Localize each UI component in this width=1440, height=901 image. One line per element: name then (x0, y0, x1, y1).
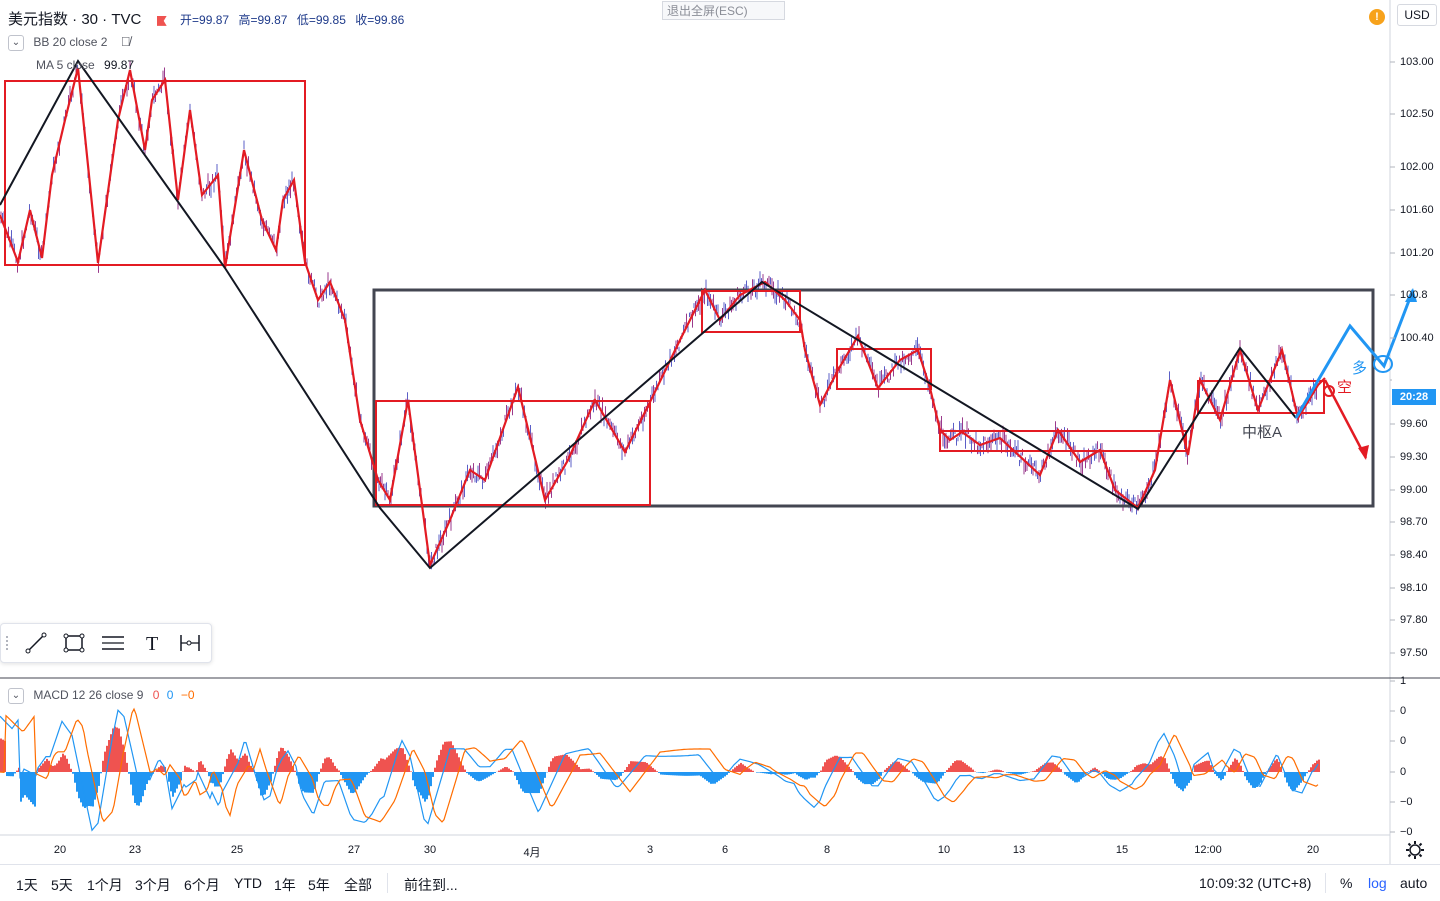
svg-text:T: T (146, 633, 158, 655)
time-axis-label: 4月 (523, 844, 540, 860)
range-ytd-button[interactable]: YTD (234, 875, 262, 891)
divider (387, 873, 388, 893)
settings-gear-icon[interactable] (1405, 840, 1425, 860)
bottom-toolbar: 1天 5天 1个月 3个月 6个月 YTD 1年 5年 全部 前往到... 10… (0, 864, 1440, 901)
macd-axis-label: 0 (1400, 735, 1406, 747)
red-zigzag-line (0, 68, 1325, 565)
price-axis-label: 101.60 (1400, 204, 1434, 216)
price-axis-label: 97.50 (1400, 647, 1428, 659)
time-axis-label: 6 (722, 844, 728, 856)
flag-icon (157, 16, 167, 26)
zhongshu-box-1 (5, 81, 305, 265)
current-price-gap (1392, 373, 1436, 389)
drag-handle-icon[interactable] (6, 636, 12, 650)
auto-toggle[interactable]: auto (1400, 875, 1427, 891)
range-5y-button[interactable]: 5年 (308, 875, 330, 895)
exit-fullscreen-button[interactable]: 退出全屏(ESC) (662, 1, 785, 20)
macd-axis-label: −0 (1400, 796, 1413, 808)
macd-axis-label: 1 (1400, 675, 1406, 687)
range-5d-button[interactable]: 5天 (51, 875, 73, 895)
price-axis-label: 99.60 (1400, 418, 1428, 430)
range-all-button[interactable]: 全部 (344, 875, 372, 895)
time-axis-label: 23 (129, 844, 141, 856)
range-1y-button[interactable]: 1年 (274, 875, 296, 895)
hidden-eye-icon[interactable]: 👁̸ (121, 34, 131, 49)
macd-axis-label: −0 (1400, 826, 1413, 838)
price-axis-label: 99.00 (1400, 484, 1428, 496)
parallel-channel-icon[interactable] (96, 627, 130, 659)
bb-legend[interactable]: ⌄ BB 20 close 2 👁̸ (8, 34, 130, 51)
zhongshu-label: 中枢A (1242, 421, 1282, 442)
signal-line (0, 709, 1318, 822)
macd-histogram (0, 727, 1320, 808)
rectangle-icon[interactable] (57, 627, 91, 659)
long-label: 多 (1352, 357, 1367, 378)
log-toggle[interactable]: log (1368, 875, 1387, 891)
ma-value: 99.87 (104, 58, 134, 72)
text-icon[interactable]: T (135, 627, 169, 659)
goto-date-button[interactable]: 前往到... (404, 875, 458, 895)
range-6m-button[interactable]: 6个月 (184, 875, 220, 895)
symbol-legend: 美元指数 · 30 · TVC 开=99.87 高=99.87 低=99.85 … (8, 8, 404, 29)
alert-icon[interactable]: ! (1369, 9, 1385, 25)
range-3m-button[interactable]: 3个月 (135, 875, 171, 895)
current-time-tag: 20:28 (1392, 389, 1436, 405)
range-1d-button[interactable]: 1天 (16, 875, 38, 895)
collapse-macd-icon[interactable]: ⌄ (8, 688, 24, 704)
macd-legend[interactable]: ⌄ MACD 12 26 close 9 0 0 −0 (8, 688, 195, 704)
price-axis-label: 97.80 (1400, 614, 1428, 626)
ma-label: MA 5 close (36, 58, 95, 72)
macd-value-1: 0 (153, 688, 160, 702)
zhongshu-box-2 (376, 401, 650, 505)
time-axis-label: 25 (231, 844, 243, 856)
time-axis-label: 30 (424, 844, 436, 856)
price-axis-label: 102.50 (1400, 108, 1434, 120)
symbol-title[interactable]: 美元指数 · 30 · TVC (8, 11, 141, 28)
high-value: 高=99.87 (238, 13, 287, 27)
percent-toggle[interactable]: % (1340, 875, 1352, 891)
price-axis-label: 103.00 (1400, 56, 1434, 68)
macd-value-2: 0 (167, 688, 174, 702)
close-value: 收=99.86 (355, 13, 404, 27)
price-axis-label: 100.8 (1400, 289, 1428, 301)
divider (1325, 873, 1326, 893)
trend-line-icon[interactable] (19, 627, 53, 659)
currency-button[interactable]: USD (1397, 4, 1437, 26)
measure-icon[interactable] (173, 627, 207, 659)
time-axis-label: 15 (1116, 844, 1128, 856)
price-axis-label: 102.00 (1400, 161, 1434, 173)
macd-axis-label: 0 (1400, 705, 1406, 717)
macd-axis-label: 0 (1400, 766, 1406, 778)
macd-label: MACD 12 26 close 9 (33, 688, 143, 702)
low-value: 低=99.85 (297, 13, 346, 27)
price-axis-label: 100.40 (1400, 332, 1434, 344)
time-axis-label: 13 (1013, 844, 1025, 856)
time-axis-label: 20 (54, 844, 66, 856)
price-axis-label: 99.30 (1400, 451, 1428, 463)
open-value: 开=99.87 (180, 13, 229, 27)
short-label: 空 (1337, 376, 1352, 397)
range-1m-button[interactable]: 1个月 (87, 875, 123, 895)
price-axis-label: 98.40 (1400, 549, 1428, 561)
drawing-toolbar: T (0, 623, 212, 663)
price-axis-label: 98.70 (1400, 516, 1428, 528)
ma-legend[interactable]: MA 5 close 99.87 (36, 58, 134, 72)
macd-value-3: −0 (181, 688, 195, 702)
bb-label: BB 20 close 2 (33, 35, 107, 49)
time-axis-label: 10 (938, 844, 950, 856)
collapse-icon[interactable]: ⌄ (8, 35, 24, 51)
time-axis-label: 12:00 (1194, 844, 1222, 856)
time-axis-label: 20 (1307, 844, 1319, 856)
price-axis-label: 98.10 (1400, 582, 1428, 594)
price-axis-label: 101.20 (1400, 247, 1434, 259)
time-axis-label: 3 (647, 844, 653, 856)
clock-timezone[interactable]: 10:09:32 (UTC+8) (1199, 875, 1311, 891)
time-axis-label: 8 (824, 844, 830, 856)
time-axis-label: 27 (348, 844, 360, 856)
big-center-box (374, 290, 1373, 506)
